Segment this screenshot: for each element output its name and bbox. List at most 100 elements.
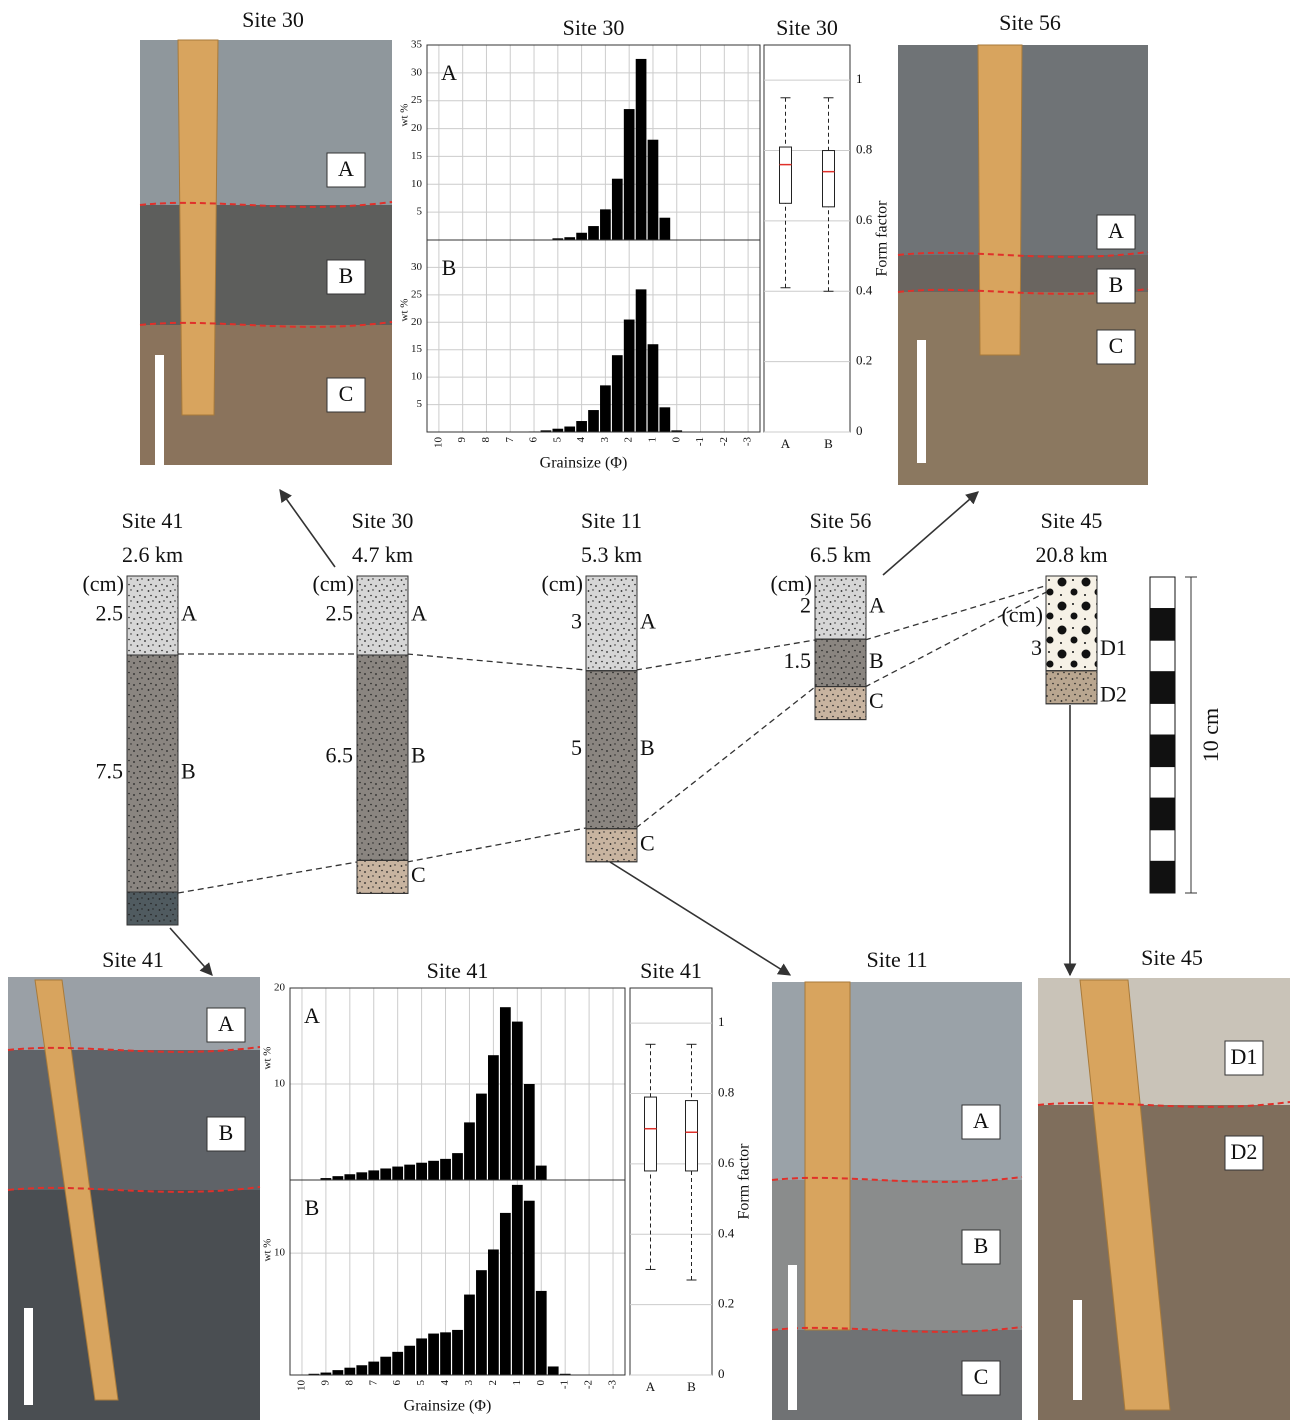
panel-label: B — [442, 255, 457, 280]
unit-texture — [814, 638, 867, 688]
unit-thickness: 3 — [571, 608, 582, 633]
unit-name: B — [869, 648, 884, 673]
y-tick-label: 5 — [417, 206, 423, 218]
photo-label: A — [1108, 218, 1124, 243]
bar — [659, 407, 671, 432]
label-box — [961, 1104, 1001, 1140]
chart-title: Site 30 — [563, 15, 625, 40]
x-tick-label: 10 — [295, 1380, 307, 1392]
section-site: Site 30 — [352, 508, 414, 533]
label-box — [1224, 1135, 1264, 1171]
unit-texture — [126, 575, 179, 656]
scale-bar — [155, 355, 164, 465]
unit-texture — [814, 575, 867, 640]
boundary — [897, 251, 1149, 258]
scale-segment — [1149, 797, 1176, 831]
scale-bar — [1073, 1300, 1082, 1400]
bar — [476, 1270, 487, 1375]
unit-texture — [585, 828, 638, 863]
photo-title: Site 45 — [1141, 945, 1203, 970]
panel-label: A — [441, 60, 457, 85]
photo-title: Site 56 — [999, 10, 1061, 35]
photo-label: B — [974, 1233, 989, 1258]
x-tick-label: 8 — [343, 1380, 355, 1386]
x-tick-label: 1 — [646, 437, 658, 443]
unit-name: A — [640, 608, 656, 633]
bar — [576, 421, 587, 432]
unit-texture — [1045, 575, 1098, 672]
unit-name: B — [640, 735, 655, 760]
x-tick-label: 7 — [504, 437, 516, 443]
scale-bar — [24, 1308, 33, 1405]
bar — [552, 238, 564, 240]
chart-title: Site 41 — [427, 958, 489, 983]
x-tick-label: -3 — [742, 437, 754, 447]
arrows — [169, 488, 1077, 977]
bar — [380, 1168, 392, 1180]
box — [644, 1096, 657, 1172]
y-tick-label: 0.2 — [856, 353, 872, 368]
x-tick-label: -1 — [694, 437, 706, 446]
bar — [344, 1174, 356, 1180]
scale-bracket — [1185, 576, 1197, 894]
unit-texture — [356, 575, 409, 656]
bar — [416, 1162, 427, 1180]
bar — [623, 319, 635, 432]
bar — [404, 1345, 416, 1375]
box — [822, 150, 835, 208]
y-tick-label: 15 — [411, 150, 423, 162]
unit-name: D2 — [1100, 682, 1127, 707]
scale-segment — [1149, 702, 1176, 736]
unit-texture — [814, 686, 867, 721]
unit-thickness: 3 — [1031, 635, 1042, 660]
unit-name: D1 — [1100, 635, 1127, 660]
photo-label: A — [973, 1108, 989, 1133]
bar — [416, 1338, 427, 1375]
scale-label: 10 cm — [1198, 708, 1223, 762]
bar — [380, 1356, 392, 1375]
x-tick-label: 8 — [480, 437, 492, 443]
boundary — [139, 321, 393, 328]
y-tick-label: 0.8 — [718, 1085, 734, 1100]
x-tick-label: 4 — [575, 437, 587, 443]
section-site: Site 41 — [122, 508, 184, 533]
x-tick-label: 1 — [511, 1380, 523, 1386]
box — [779, 146, 792, 204]
plot-border — [426, 239, 761, 433]
bar — [552, 428, 564, 432]
x-axis-label: Grainsize (Φ) — [404, 1398, 492, 1415]
x-tick-label: 0 — [535, 1380, 547, 1386]
y-axis-label: wt % — [399, 104, 411, 127]
bar — [635, 289, 647, 432]
scale-bar — [788, 1265, 797, 1410]
x-tick-label: 9 — [456, 437, 468, 443]
bar — [452, 1153, 463, 1180]
panel-label: B — [305, 1195, 320, 1220]
unit-name: C — [869, 688, 884, 713]
bar — [499, 1007, 511, 1180]
label-box — [206, 1116, 246, 1152]
label-box — [1096, 268, 1136, 304]
y-tick-label: 1 — [856, 71, 863, 86]
plot-frame — [426, 44, 761, 241]
bar — [464, 1122, 475, 1180]
y-tick-label: 0.8 — [856, 142, 872, 157]
y-axis-label: Form factor — [736, 1143, 753, 1220]
bar — [488, 1249, 499, 1375]
boundary — [139, 201, 393, 208]
boundary — [771, 1326, 1023, 1333]
label-box — [326, 259, 366, 295]
x-tick-label: B — [824, 436, 833, 451]
unit-thickness: 7.5 — [96, 759, 124, 784]
photo-label: D2 — [1231, 1139, 1258, 1164]
bar — [635, 58, 647, 240]
bar — [368, 1170, 380, 1180]
section-distance: 5.3 km — [581, 542, 642, 567]
plot-border — [289, 1179, 626, 1376]
scale-bar — [917, 340, 926, 463]
bar — [564, 237, 576, 240]
label-box — [1096, 329, 1136, 365]
ruler — [34, 979, 119, 1401]
unit-thickness: 2 — [800, 593, 811, 618]
boundary — [7, 1046, 261, 1053]
